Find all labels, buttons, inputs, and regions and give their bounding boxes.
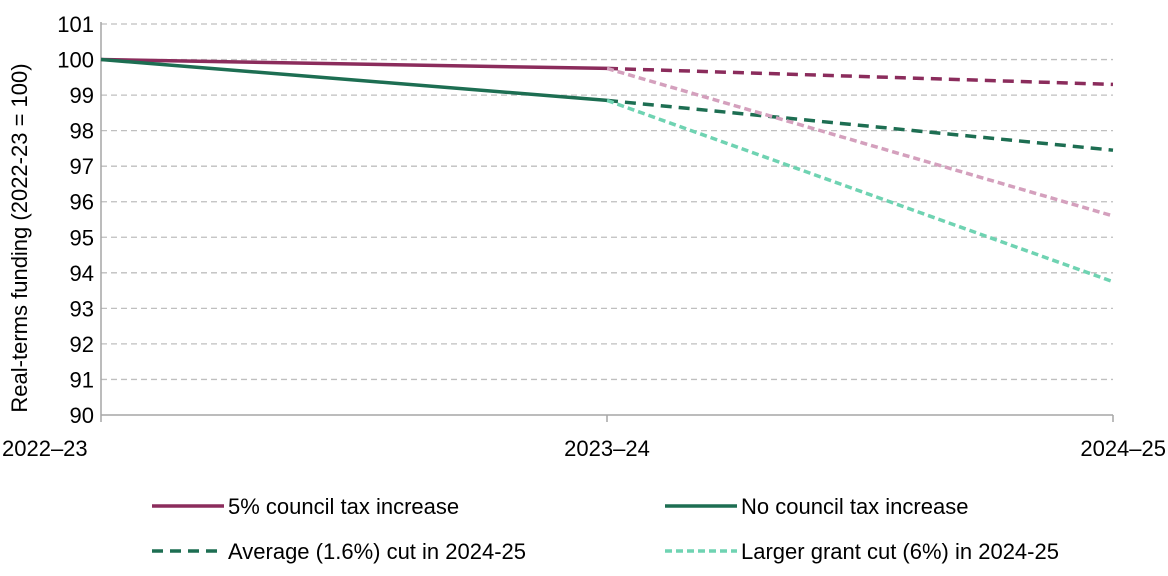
- tick-labels: 90 91 92 93 94 95 96 97 98 99 100 101 2022–23 2023–24…: [2, 12, 1166, 461]
- y-tick-label: 101: [57, 12, 94, 37]
- series-line: [606, 98, 1114, 284]
- y-axis-title: Real-terms funding (2022-23 = 100): [7, 63, 32, 412]
- legend: 5% council tax increase No council tax in…: [152, 494, 1059, 564]
- series-line: [100, 57, 608, 103]
- legend-item: 5% council tax increase: [152, 494, 459, 519]
- series-line: [100, 57, 608, 71]
- legend-item: Larger grant cut (6%) in 2024-25: [665, 539, 1059, 564]
- y-tick-label: 100: [57, 48, 94, 73]
- x-tick-label: 2022–23: [2, 436, 88, 461]
- y-tick-label: 91: [70, 367, 94, 392]
- y-tick-label: 90: [70, 403, 94, 428]
- legend-item: No council tax increase: [665, 494, 968, 519]
- y-tick-label: 97: [70, 154, 94, 179]
- legend-label: Average (1.6%) cut in 2024-25: [228, 539, 526, 564]
- y-tick-label: 98: [70, 119, 94, 144]
- y-tick-label: 94: [70, 261, 94, 286]
- series-line: [606, 66, 1114, 87]
- legend-label: No council tax increase: [741, 494, 968, 519]
- legend-label: Larger grant cut (6%) in 2024-25: [741, 539, 1059, 564]
- x-tick-label: 2023–24: [564, 436, 650, 461]
- legend-item: Average (1.6%) cut in 2024-25: [152, 539, 526, 564]
- series-line: [606, 98, 1114, 152]
- y-tick-label: 92: [70, 332, 94, 357]
- grid-lines: [101, 23, 1113, 381]
- y-tick-label: 96: [70, 190, 94, 215]
- y-tick-label: 93: [70, 296, 94, 321]
- axes: [100, 22, 1114, 422]
- y-tick-label: 99: [70, 83, 94, 108]
- legend-label: 5% council tax increase: [228, 494, 459, 519]
- series-lines: [100, 57, 1114, 284]
- x-tick-label: 2024–25: [1080, 436, 1166, 461]
- y-tick-label: 95: [70, 225, 94, 250]
